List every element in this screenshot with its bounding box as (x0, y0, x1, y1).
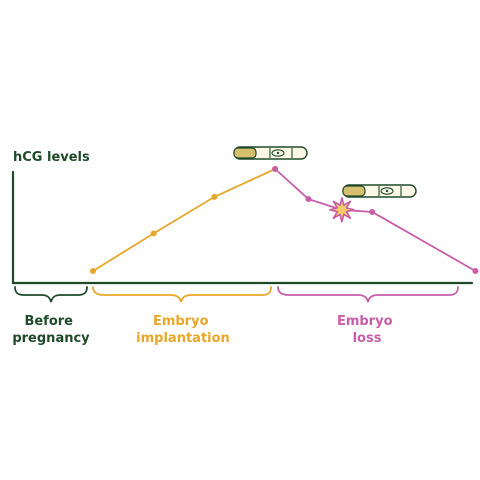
before-pregnancy-brace (14, 286, 88, 303)
pregnancy-test-icon (342, 184, 417, 198)
implantation-brace (92, 286, 272, 303)
loss-point (272, 166, 279, 172)
implantation-point (90, 268, 96, 274)
y-axis-label: hCG levels (13, 150, 90, 165)
loss-brace (277, 286, 459, 303)
burst-star-icon (329, 197, 355, 223)
axis-lines (11, 170, 474, 285)
implantation-point (150, 230, 157, 237)
phase-label-loss: Embryo loss (337, 314, 397, 346)
loss-point (305, 196, 312, 203)
phase-label-before: Before pregnancy (12, 314, 90, 346)
phase-label-implantation: Embryo implantation (136, 314, 230, 346)
hcg-curves (90, 166, 479, 274)
pregnancy-test-icon (233, 146, 308, 160)
implantation-point (211, 193, 218, 200)
loss-point (369, 208, 376, 215)
implantation-line (92, 168, 276, 272)
loss-point (472, 268, 479, 274)
